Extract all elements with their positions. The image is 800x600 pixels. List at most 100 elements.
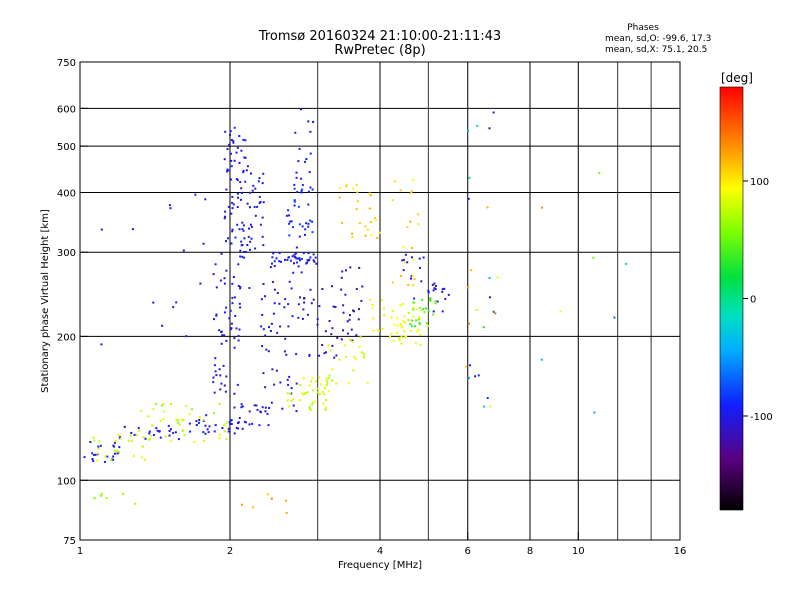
data-point [327,390,330,393]
data-point [137,427,140,430]
data-point [272,252,275,255]
data-point [96,459,99,462]
data-point [328,320,331,322]
data-point [110,459,113,462]
data-point [295,171,298,174]
data-point [342,304,345,307]
data-points [83,108,628,514]
data-point [241,221,244,224]
data-point [293,183,296,186]
data-point [321,344,324,346]
data-point [559,310,562,313]
data-point [409,329,412,332]
data-point [122,493,125,496]
data-point [164,435,167,438]
data-point [226,148,229,151]
data-point [414,342,417,345]
data-point [218,433,221,436]
data-point [356,190,359,193]
data-point [296,191,299,193]
x-tick-label: 4 [377,546,383,557]
data-point [264,410,267,413]
data-point [308,171,311,174]
data-point [224,430,226,433]
data-point [177,421,179,424]
data-point [223,423,226,426]
data-point [303,301,306,304]
data-point [172,431,175,434]
data-point [369,298,371,301]
data-point [231,296,234,299]
data-point [418,322,421,324]
data-point [250,237,253,240]
data-point [213,412,215,415]
data-point [224,210,227,213]
data-point [287,325,290,328]
data-point [406,261,409,264]
data-point [174,431,177,434]
data-point [234,236,237,239]
data-point [232,140,235,143]
data-point [369,194,372,197]
data-point [396,331,399,334]
data-point [116,450,119,453]
data-point [383,307,385,310]
data-point [228,421,231,423]
data-point [368,207,371,210]
data-point [304,392,307,395]
data-point [241,405,244,408]
data-point [230,242,233,245]
data-point [266,493,269,496]
data-point [400,325,403,328]
data-point [403,335,406,338]
data-point [243,237,246,240]
data-point [339,187,342,190]
x-tick-label: 8 [527,546,533,557]
data-point [286,399,289,402]
data-point [357,318,360,321]
data-point [427,325,430,327]
data-point [261,406,264,409]
data-point [99,494,102,497]
data-point [235,426,238,429]
data-point [316,391,319,394]
data-point [418,257,421,260]
data-point [112,458,115,461]
data-point [289,220,292,223]
data-point [223,277,226,280]
data-point [289,392,292,395]
data-point [233,432,236,435]
data-point [243,256,246,259]
data-point [371,303,374,306]
data-point [541,206,543,209]
data-point [407,312,410,314]
data-point [260,298,263,301]
data-point [318,376,321,379]
data-point [230,419,233,422]
data-point [294,252,297,255]
data-point [198,416,201,419]
data-point [83,456,86,459]
data-point [325,384,328,387]
data-point [229,133,231,136]
data-point [410,325,413,328]
data-point [305,158,308,160]
data-point [283,306,286,309]
data-point [168,430,171,432]
data-point [144,437,147,440]
data-point [292,271,295,274]
data-point [264,406,267,409]
data-point [271,281,274,283]
data-point [308,354,311,357]
data-point [327,377,330,380]
data-point [231,228,234,231]
data-point [160,404,163,407]
data-point [300,392,303,395]
data-point [240,403,243,406]
data-point [298,223,301,226]
data-point [429,300,432,302]
data-point [225,188,228,191]
data-point [293,262,295,265]
data-point [434,285,437,287]
data-point [242,229,245,232]
